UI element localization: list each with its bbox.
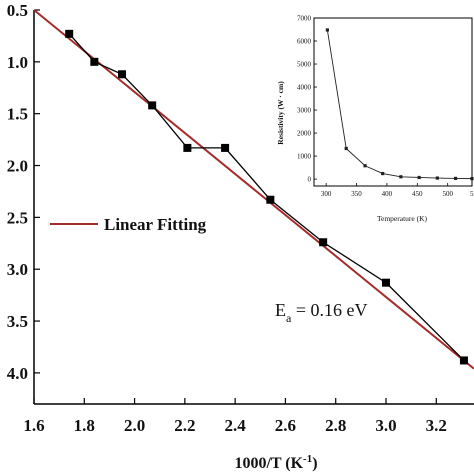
main-x-tick-label: 2.8 [325, 416, 346, 435]
main-x-tick-label: 3.2 [426, 416, 447, 435]
inset-data-point [363, 164, 367, 168]
main-x-tick-label: 2.0 [124, 416, 145, 435]
inset-y-tick-label: 7000 [297, 15, 312, 23]
inset-data-point [417, 175, 421, 180]
inset-y-tick-label: 5000 [297, 61, 312, 69]
main-y-tick-label: 4.0 [7, 364, 28, 383]
inset-data-point [381, 171, 385, 176]
main-y-tick-label: 2.0 [7, 157, 28, 176]
data-point-marker [118, 70, 126, 79]
inset-data-point [470, 177, 474, 181]
main-y-tick-label: 3.5 [7, 312, 28, 331]
main-y-tick-label: 1.0 [7, 53, 28, 72]
main-plot-area [33, 10, 474, 405]
legend-label-linear-fitting: Linear Fitting [104, 215, 207, 234]
data-point-marker [183, 143, 192, 152]
main-x-tick-label: 3.0 [375, 416, 396, 435]
data-point-marker [65, 29, 74, 38]
inset-y-axis-title: Resistivity (W · cm) [276, 81, 285, 145]
inset-y-tick-label: 4000 [297, 84, 312, 92]
inset-y-tick-label: 6000 [297, 38, 312, 46]
inset-x-tick-label: 400 [382, 190, 393, 198]
data-point-marker [148, 101, 157, 110]
inset-series-layer [325, 28, 474, 181]
data-point-marker [221, 143, 230, 152]
main-x-axis-title: 1000/T (K-1) [234, 453, 317, 472]
main-x-tick-label: 2.6 [275, 416, 296, 435]
inset-x-tick-label: 500 [442, 190, 453, 198]
data-series-line [68, 33, 465, 361]
inset-data-point [435, 176, 439, 180]
main-y-tick-label: 3.0 [7, 260, 28, 279]
main-x-tick-label: 1.8 [74, 416, 95, 435]
inset-data-point [399, 175, 403, 179]
inset-y-tick-label: 0 [308, 176, 312, 184]
main-x-tick-label: 2.4 [225, 416, 247, 435]
main-x-tick-labels: 1.6 1.8 2.0 2.2 2.4 2.6 2.8 3.0 3.2 [23, 398, 447, 435]
inset-x-axis-title: Temperature (K) [377, 214, 428, 223]
data-point-marker [459, 356, 468, 365]
inset-x-tick-label: 350 [351, 190, 362, 198]
main-y-tick-label: 0.5 [7, 1, 28, 20]
data-point-marker [90, 57, 99, 66]
inset-data-point [453, 176, 458, 181]
inset-data-point [325, 28, 329, 32]
inset-frame-box [313, 17, 473, 187]
data-point-marker [382, 278, 390, 287]
inset-plot-area [313, 17, 473, 187]
inset-y-tick-label: 1000 [297, 153, 312, 161]
main-x-tick-label: 2.2 [174, 416, 195, 435]
linear-fit-line [33, 9, 474, 370]
data-point-marker [319, 238, 328, 247]
legend: Linear Fitting [50, 215, 207, 234]
inset-x-tick-label: 300 [321, 190, 332, 198]
main-y-tick-label: 2.5 [7, 208, 28, 227]
inset-x-tick-labels: 300 350 400 450 500 5 [321, 183, 474, 198]
inset-y-tick-label: 2000 [297, 130, 312, 138]
inset-data-point [344, 146, 348, 151]
inset-x-tick-label: 5 [470, 190, 474, 198]
inset-y-tick-label: 3000 [297, 107, 312, 115]
inset-chart: 0 1000 2000 3000 4000 5000 6000 7000 300 350 400 4… [276, 15, 474, 224]
data-point-marker [266, 195, 275, 204]
main-x-tick-label: 1.6 [23, 416, 44, 435]
main-y-tick-label: 1.5 [7, 105, 28, 124]
main-series-layer [33, 9, 474, 370]
inset-y-tick-labels: 0 1000 2000 3000 4000 5000 6000 7000 [297, 15, 317, 184]
main-y-tick-labels: 0.5 1.0 1.5 2.0 2.5 3.0 3.5 4.0 [7, 1, 40, 383]
inset-x-tick-label: 450 [412, 190, 423, 198]
activation-energy-annotation: Ea = 0.16 eV [275, 300, 367, 325]
